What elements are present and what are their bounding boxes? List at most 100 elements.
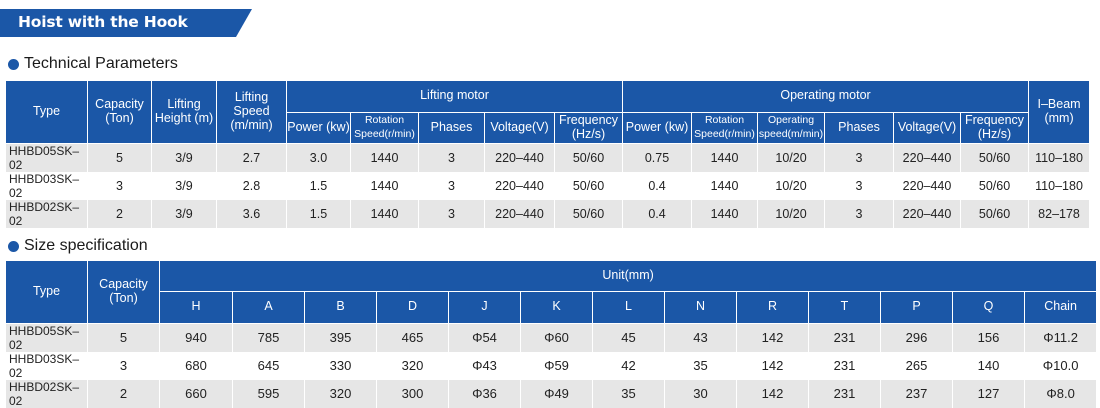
header-om-operating-speed: Operating speed(m/min) — [757, 112, 826, 144]
header-om-frequency: Frequency (Hz/s) — [960, 112, 1030, 144]
header-j: J — [448, 291, 521, 324]
table-cell: 220–440 — [484, 199, 555, 228]
table-row: HHBD05SK–02 5 940 785 395 465 Φ54 Φ60 45 43 142 231… — [5, 323, 1098, 352]
cell-type: HHBD05SK–02 — [5, 323, 88, 352]
header-b: B — [304, 291, 377, 324]
table-cell: 82–178 — [1028, 199, 1091, 228]
header-l: L — [592, 291, 665, 324]
table-cell: 3/9 — [151, 171, 217, 200]
table-cell: 3.6 — [216, 199, 287, 228]
table-cell: Φ36 — [448, 379, 521, 408]
header-t: T — [808, 291, 881, 324]
header-r: R — [736, 291, 809, 324]
header-lifting-motor: Lifting motor — [285, 81, 624, 113]
table-cell: 3/9 — [151, 199, 217, 228]
header-om-voltage: Voltage(V) — [893, 112, 962, 144]
table-cell: Φ54 — [448, 323, 521, 352]
table-cell: 3 — [87, 171, 152, 200]
table-cell: 320 — [376, 351, 449, 380]
technical-parameters-title: Technical Parameters — [24, 55, 178, 72]
table-cell: 2 — [87, 379, 160, 408]
header-type: Type — [5, 261, 88, 324]
table-cell: 156 — [952, 323, 1025, 352]
table-cell: 50/60 — [960, 171, 1030, 200]
header-om-rotation: Rotation Speed(r/min) — [691, 112, 759, 144]
table-cell: 595 — [232, 379, 305, 408]
header-k: K — [520, 291, 593, 324]
table-cell: 1440 — [350, 143, 419, 172]
table-cell: 110–180 — [1028, 171, 1091, 200]
table-cell: 2.7 — [216, 143, 287, 172]
size-specification-title: Size specification — [24, 237, 148, 254]
table-cell: 110–180 — [1028, 143, 1091, 172]
table-cell: 3 — [418, 199, 485, 228]
table-cell: 50/60 — [553, 199, 624, 228]
header-ibeam: I–Beam (mm) — [1028, 81, 1091, 144]
table-cell: 3 — [418, 171, 485, 200]
header-capacity: Capacity (Ton) — [87, 261, 160, 324]
header-chain: Chain — [1023, 291, 1098, 324]
table-cell: 3 — [824, 171, 895, 200]
table-cell: 231 — [808, 379, 881, 408]
table-cell: 2.8 — [216, 171, 287, 200]
table-cell: 940 — [159, 323, 233, 352]
header-lm-frequency: Frequency (Hz/s) — [553, 112, 624, 144]
table-cell: 0.4 — [622, 171, 693, 200]
table-cell: 237 — [880, 379, 953, 408]
table-cell: 1440 — [691, 171, 759, 200]
table-cell: Φ8.0 — [1023, 379, 1098, 408]
table-cell: 142 — [736, 323, 809, 352]
table-cell: 3.0 — [286, 143, 351, 172]
table-cell: Φ49 — [520, 379, 593, 408]
table-cell: 10/20 — [757, 199, 826, 228]
header-lm-voltage: Voltage(V) — [484, 112, 555, 144]
header-d: D — [376, 291, 449, 324]
table-cell: 3 — [418, 143, 485, 172]
bullet-dot-icon — [8, 240, 19, 252]
table-cell: 50/60 — [553, 143, 624, 172]
table-cell: 220–440 — [893, 143, 962, 172]
table-cell: 0.75 — [622, 143, 693, 172]
bullet-dot-icon — [8, 58, 19, 70]
table-cell: Φ10.0 — [1023, 351, 1098, 380]
cell-type: HHBD02SK–02 — [5, 379, 88, 408]
table-subheader-row: H A B D J K L N R T P Q Chain — [6, 291, 1098, 324]
table-cell: 35 — [664, 351, 737, 380]
technical-parameters-table: Type Capacity (Ton) Lifting Height (m) L… — [5, 81, 1091, 228]
table-cell: 1440 — [691, 199, 759, 228]
size-specification-heading: Size specification — [8, 237, 148, 255]
table-header-row: Type Capacity (Ton) Unit(mm) — [5, 261, 1098, 324]
size-specification-table: Type Capacity (Ton) Unit(mm) H A B D J K… — [5, 261, 1098, 408]
header-p: P — [880, 291, 953, 324]
table-cell: 231 — [808, 351, 881, 380]
table-header-row: Type Capacity (Ton) Lifting Height (m) L… — [5, 81, 1091, 144]
table-cell: 42 — [592, 351, 665, 380]
table-cell: 127 — [952, 379, 1025, 408]
table-cell: Φ59 — [520, 351, 593, 380]
table-cell: 3 — [87, 351, 160, 380]
table-cell: 220–440 — [484, 143, 555, 172]
table-cell: 140 — [952, 351, 1025, 380]
table-cell: 3 — [824, 199, 895, 228]
table-cell: 1.5 — [286, 199, 351, 228]
header-lm-rotation: Rotation Speed(r/min) — [350, 112, 419, 144]
table-cell: 43 — [664, 323, 737, 352]
table-cell: 660 — [159, 379, 233, 408]
table-cell: 50/60 — [960, 143, 1030, 172]
cell-type: HHBD03SK–02 — [5, 171, 88, 200]
table-cell: Φ43 — [448, 351, 521, 380]
title-banner: Hoist with the Hook — [0, 9, 252, 37]
table-cell: 1440 — [691, 143, 759, 172]
table-cell: 10/20 — [757, 143, 826, 172]
table-cell: 45 — [592, 323, 665, 352]
table-cell: 5 — [87, 323, 160, 352]
table-row: HHBD05SK–02 5 3/9 2.7 3.0 1440 3 220–440 50/60 0.… — [5, 143, 1091, 172]
table-cell: 50/60 — [553, 171, 624, 200]
table-cell: 3/9 — [151, 143, 217, 172]
table-cell: 220–440 — [893, 199, 962, 228]
table-cell: 645 — [232, 351, 305, 380]
header-lm-phases: Phases — [418, 112, 485, 144]
table-cell: 50/60 — [960, 199, 1030, 228]
table-cell: 1440 — [350, 171, 419, 200]
cell-type: HHBD02SK–02 — [5, 199, 88, 228]
